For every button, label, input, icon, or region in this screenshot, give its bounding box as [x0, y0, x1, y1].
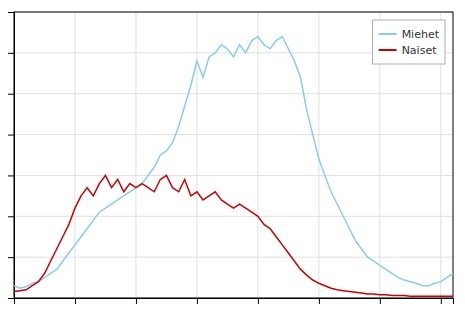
y-axis — [8, 13, 15, 299]
x-axis-tick-mark — [197, 298, 198, 304]
y-axis-tick — [8, 12, 14, 13]
y-axis-tick-mark — [8, 12, 14, 13]
legend-label: Miehet — [402, 28, 440, 41]
x-axis-tick — [197, 298, 198, 304]
grid-line-y — [14, 134, 453, 135]
grid-line-y — [14, 175, 453, 176]
y-axis-tick-mark — [8, 257, 14, 258]
plot: Miehet Naiset — [8, 12, 454, 304]
legend-box — [373, 20, 445, 64]
x-axis-tick-mark — [136, 298, 137, 304]
legend-item: Naiset — [379, 44, 438, 57]
x-axis-tick-mark — [441, 298, 442, 304]
grid-line-y — [14, 93, 453, 94]
x-axis-tick-mark — [380, 298, 381, 304]
legend-item: Miehet — [379, 28, 440, 41]
x-axis-line — [15, 299, 454, 305]
plot-frame — [14, 12, 453, 298]
grid-line-x — [196, 12, 197, 298]
x-axis-tick — [75, 298, 76, 304]
y-axis-tick — [8, 135, 14, 136]
y-axis-tick-mark — [8, 94, 14, 95]
grid-line-x — [135, 12, 136, 298]
legend-label: Naiset — [402, 44, 438, 57]
y-axis-tick — [8, 257, 14, 258]
lines — [14, 37, 453, 297]
x-axis — [15, 298, 454, 304]
x-axis-tick — [136, 298, 137, 304]
y-axis-tick — [8, 298, 14, 299]
y-axis-tick-mark — [8, 53, 14, 54]
x-axis-tick-mark — [258, 298, 259, 304]
y-axis-tick — [8, 53, 14, 54]
y-axis-tick-mark — [8, 175, 14, 176]
grid-line-y — [14, 216, 453, 217]
grid — [14, 12, 453, 298]
legend-swatch — [379, 49, 397, 51]
legend: Miehet Naiset — [373, 20, 445, 64]
legend-swatch — [379, 33, 397, 35]
x-axis-tick-mark — [75, 298, 76, 304]
y-axis-line — [8, 13, 15, 299]
chart: Miehet Naiset — [0, 0, 465, 312]
y-axis-tick-mark — [8, 135, 14, 136]
y-axis-tick — [8, 94, 14, 95]
x-axis-tick-mark — [319, 298, 320, 304]
series-line — [14, 175, 453, 296]
x-axis-tick — [380, 298, 381, 304]
x-axis-tick — [441, 298, 442, 304]
series-line — [14, 37, 453, 289]
y-axis-tick — [8, 216, 14, 217]
y-axis-tick-mark — [8, 216, 14, 217]
grid-line-x — [74, 12, 75, 298]
y-axis-tick — [8, 175, 14, 176]
y-axis-tick-mark — [8, 298, 14, 299]
grid-line-y — [14, 257, 453, 258]
x-axis-tick — [319, 298, 320, 304]
grid-line-x — [257, 12, 258, 298]
x-axis-tick — [258, 298, 259, 304]
